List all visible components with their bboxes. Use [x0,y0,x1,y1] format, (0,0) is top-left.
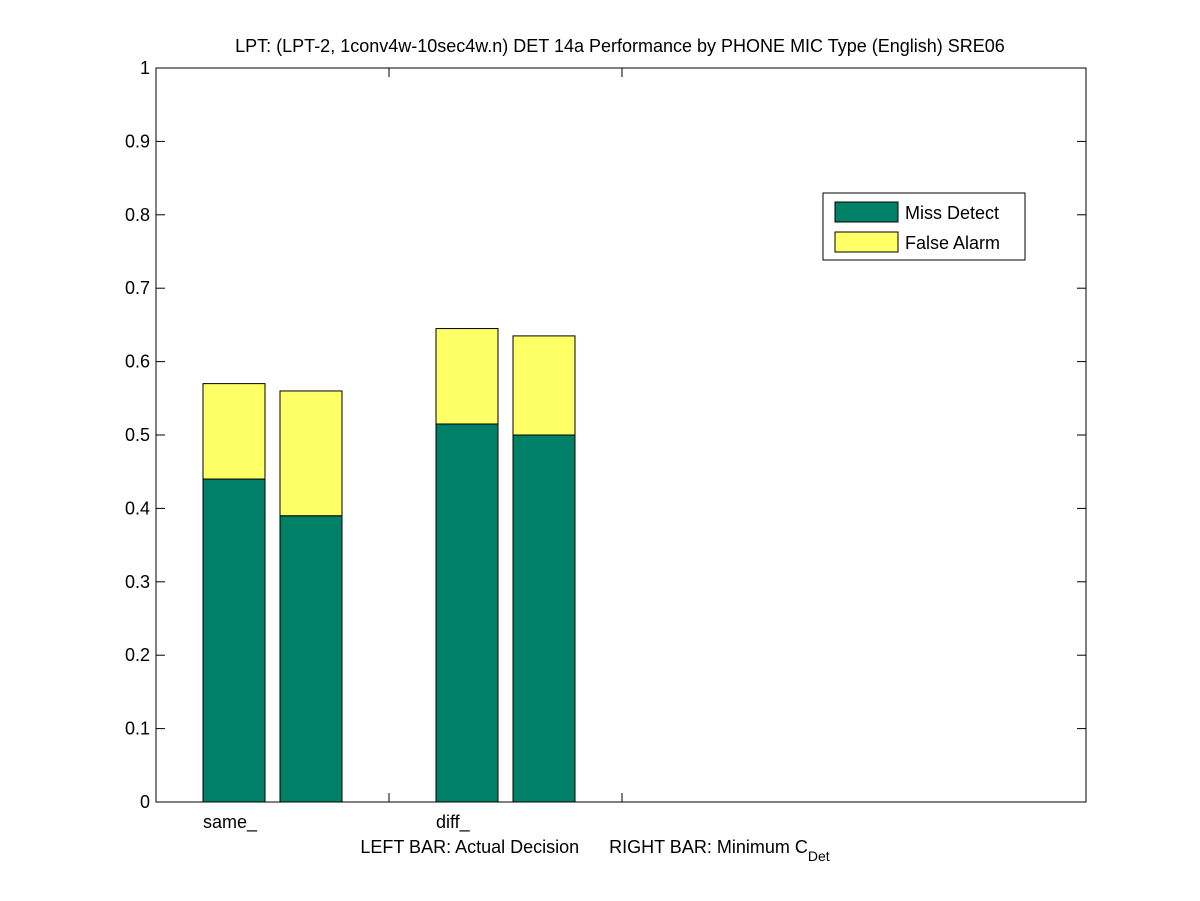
y-tick-label: 0.2 [125,645,150,665]
legend-swatch-false-alarm [834,231,899,253]
legend-label-miss-detect: Miss Detect [905,203,999,223]
legend: Miss Detect False Alarm [822,192,1026,261]
y-tick-label: 1 [140,58,150,78]
x-tick-label: diff_ [436,812,471,833]
bars-layer [202,328,576,803]
y-tick-label: 0.7 [125,278,150,298]
y-tick-label: 0.8 [125,205,150,225]
y-tick-label: 0.4 [125,498,150,518]
y-tick-label: 0.6 [125,352,150,372]
y-tick-label: 0 [140,792,150,812]
legend-swatch-miss-detect [834,201,899,223]
bar-miss-detect-same-actual [202,478,266,803]
bar-miss-detect-diff-minimum [512,434,576,803]
y-tick-label: 0.3 [125,572,150,592]
legend-label-false-alarm: False Alarm [905,233,1000,253]
x-axis-label-left: LEFT BAR: Actual Decision [360,837,579,857]
chart-title: LPT: (LPT-2, 1conv4w-10sec4w.n) DET 14a … [235,36,1005,56]
x-tick-label: same_ [203,812,258,833]
bar-false-alarm-diff-minimum [512,335,576,436]
bar-false-alarm-same-actual [202,383,266,480]
bar-false-alarm-same-minimum [279,390,343,517]
bar-miss-detect-same-minimum [279,515,343,803]
x-axis-label: LEFT BAR: Actual Decision RIGHT BAR: Mini… [360,837,829,864]
x-axis-label-right: RIGHT BAR: Minimum C [609,837,808,857]
y-tick-label: 0.9 [125,131,150,151]
y-tick-label: 0.5 [125,425,150,445]
y-tick-label: 0.1 [125,719,150,739]
bar-false-alarm-diff-actual [435,328,499,425]
x-axis-label-subscript: Det [808,848,830,864]
axes-layer: 0 0.1 0.2 0.3 0.4 0.5 0.6 0.7 0.8 0.9 1 same_ diff_ [125,58,1087,833]
bar-miss-detect-diff-actual [435,423,499,803]
